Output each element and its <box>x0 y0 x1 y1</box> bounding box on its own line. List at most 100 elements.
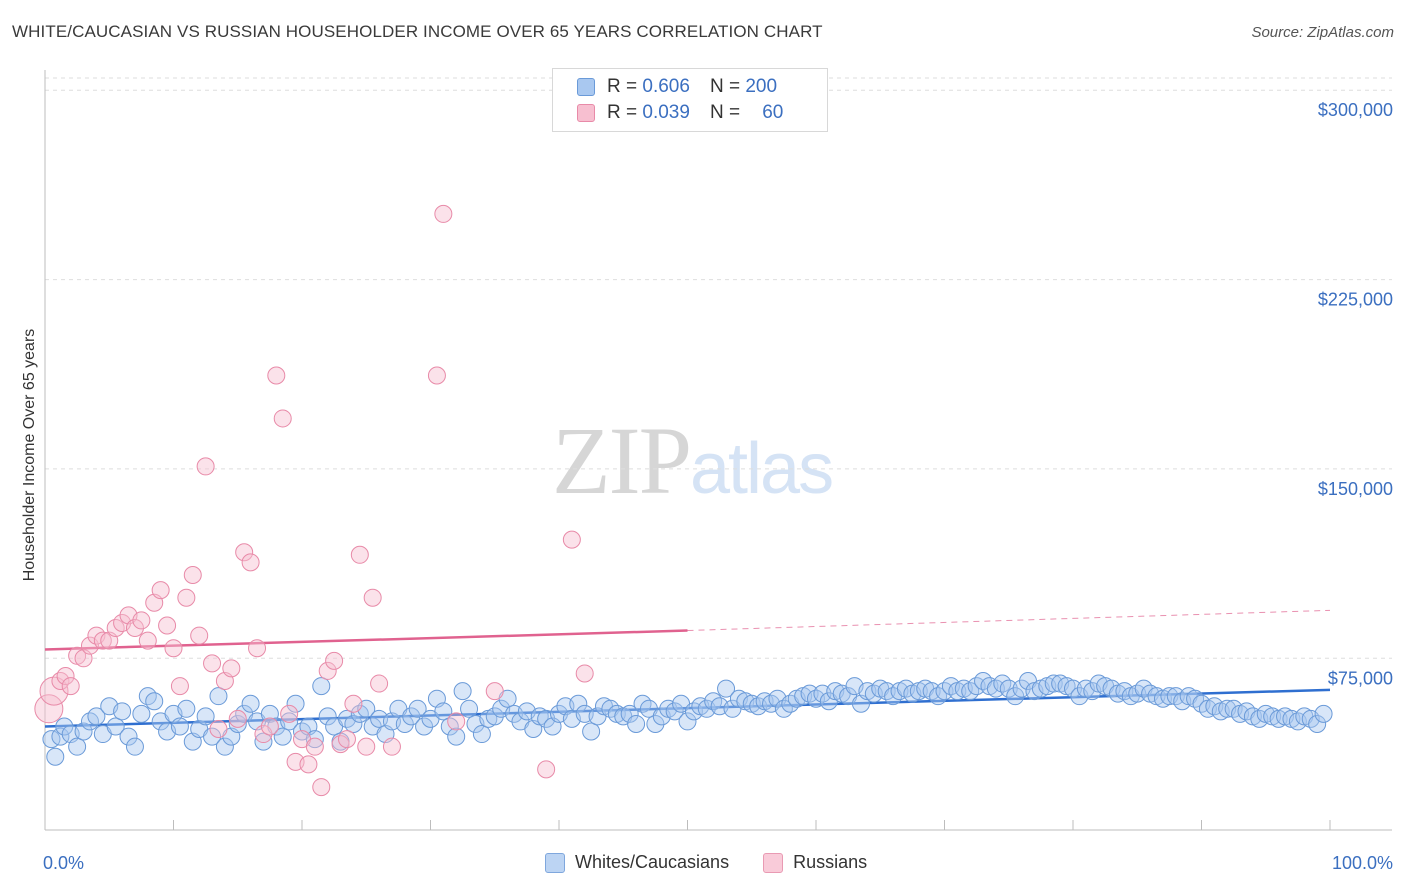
point-russian <box>170 677 189 696</box>
point-white <box>569 694 588 713</box>
legend-item-russians: Russians <box>763 852 867 873</box>
point-russian <box>164 639 183 658</box>
point-russian <box>305 737 324 756</box>
watermark-zip: ZIP <box>552 407 692 514</box>
point-white <box>472 725 491 744</box>
point-white <box>87 707 106 726</box>
legend-swatch-white <box>577 78 595 96</box>
point-russian <box>228 709 247 728</box>
point-white <box>286 694 305 713</box>
point-russian <box>93 631 112 650</box>
legend-r-value: 0.039 <box>642 102 690 123</box>
point-russian <box>132 611 151 630</box>
point-white <box>215 737 234 756</box>
data-points <box>34 204 1333 797</box>
point-russian <box>280 704 299 723</box>
legend-label-russians: Russians <box>793 852 868 872</box>
point-russian <box>485 682 504 701</box>
point-russian <box>39 676 69 706</box>
point-white <box>620 704 639 723</box>
point-white <box>254 732 273 751</box>
point-white <box>203 727 222 746</box>
point-russian <box>318 661 337 680</box>
point-white <box>460 699 479 718</box>
point-white <box>434 702 453 721</box>
point-russian <box>61 677 80 696</box>
correlation-legend: R = 0.606 N = 200 R = 0.039 N = 60 <box>552 68 828 132</box>
point-white <box>68 737 87 756</box>
trend-line-russian-projection <box>687 609 1331 632</box>
point-russian <box>382 737 401 756</box>
point-russian <box>427 366 446 385</box>
legend-n-value: 200 <box>745 76 778 97</box>
legend-r-label: R = <box>607 102 638 123</box>
point-white <box>447 727 466 746</box>
point-russian <box>209 720 228 739</box>
series-legend: Whites/Caucasians Russians <box>545 852 901 873</box>
point-white <box>453 682 472 701</box>
point-white <box>132 704 151 723</box>
tick-labels: $75,000 $150,000 $225,000 $300,000 0.0% 100.0… <box>43 100 1393 873</box>
source-label: Source: ZipAtlas.com <box>1251 24 1394 41</box>
point-white <box>627 714 646 733</box>
point-russian <box>190 626 209 645</box>
legend-row-white: R = 0.606 N = 200 <box>577 75 777 99</box>
point-white <box>305 730 324 749</box>
watermark: ZIPatlas <box>552 405 834 516</box>
axes <box>44 70 1392 831</box>
legend-n-value: 60 <box>762 102 784 123</box>
point-white <box>177 699 196 718</box>
y-tick-label: $300,000 <box>1318 100 1393 120</box>
point-white <box>228 714 247 733</box>
point-russian <box>196 457 215 476</box>
watermark-atlas: atlas <box>690 429 834 509</box>
point-russian <box>254 725 273 744</box>
point-white <box>402 707 421 726</box>
point-russian <box>273 409 292 428</box>
point-white <box>717 679 736 698</box>
point-russian <box>337 730 356 749</box>
legend-item-whites: Whites/Caucasians <box>545 852 729 873</box>
point-russian <box>299 755 318 774</box>
point-white <box>196 707 215 726</box>
point-russian <box>56 666 75 685</box>
point-russian <box>344 694 363 713</box>
point-russian <box>34 694 64 724</box>
point-white <box>344 714 363 733</box>
point-white <box>1064 679 1082 698</box>
point-white <box>1308 714 1327 733</box>
trend-line-russian <box>44 629 688 651</box>
point-white <box>318 707 337 726</box>
point-white <box>1006 687 1025 706</box>
point-russian <box>151 581 170 600</box>
point-russian <box>370 674 389 693</box>
point-russian <box>325 651 344 670</box>
point-russian <box>363 588 382 607</box>
point-white <box>125 737 144 756</box>
point-russian <box>222 659 241 678</box>
point-russian <box>203 654 222 673</box>
point-white <box>241 694 260 713</box>
point-russian <box>447 712 466 731</box>
point-white <box>74 722 93 741</box>
grid <box>45 77 1392 659</box>
point-russian <box>434 204 453 223</box>
point-white <box>395 714 414 733</box>
legend-swatch-whites <box>545 852 565 873</box>
legend-r-value: 0.606 <box>642 76 690 97</box>
point-russian <box>51 672 70 691</box>
point-white <box>582 722 601 741</box>
point-white <box>209 687 228 706</box>
point-russian <box>357 737 376 756</box>
y-tick-label: $150,000 <box>1318 479 1393 499</box>
legend-n-label: N = <box>709 76 741 97</box>
point-white <box>485 707 504 726</box>
point-russian <box>248 639 267 658</box>
point-russian <box>537 760 556 779</box>
point-white <box>312 677 331 696</box>
point-white <box>280 712 299 731</box>
point-russian <box>138 631 157 650</box>
point-russian <box>267 366 286 385</box>
legend-n-label: N = <box>709 102 741 123</box>
